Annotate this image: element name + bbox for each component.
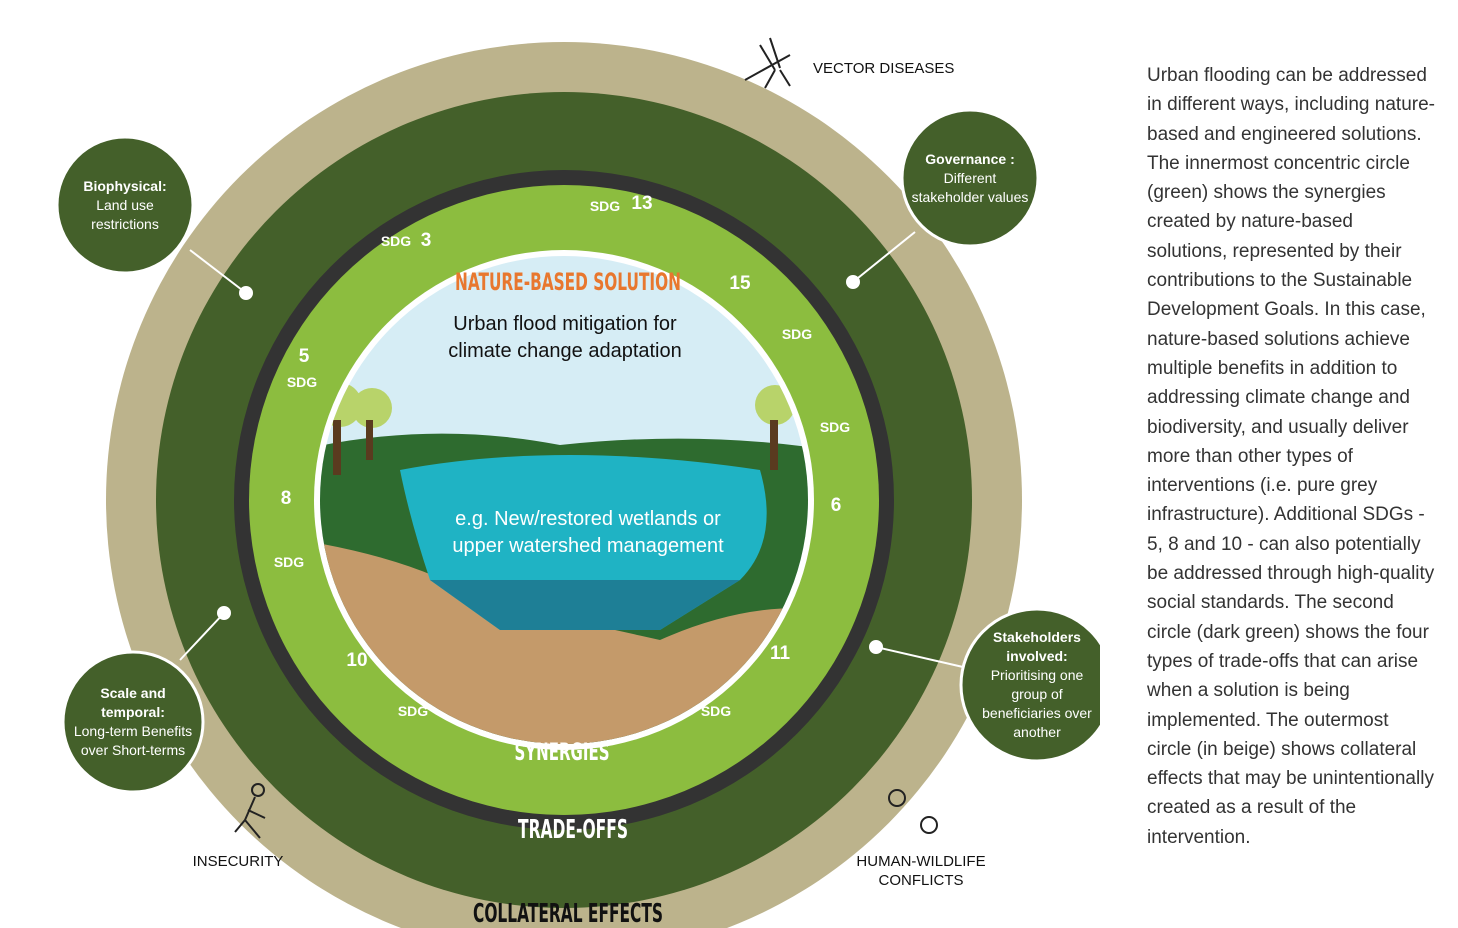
bubble-title: Stakeholders involved:	[993, 629, 1081, 664]
bubble-title: Biophysical:	[83, 177, 167, 194]
bubble-body: Prioritising one group of beneficiaries …	[982, 667, 1092, 740]
description: Urban flooding can be addressed in diffe…	[1147, 65, 1435, 848]
ring-label: COLLATERAL EFFECTS	[473, 899, 663, 928]
bubble-title: Scale and temporal:	[100, 685, 166, 720]
bubble-body: Different stakeholder values	[911, 169, 1029, 205]
sdg-label: SDG	[381, 233, 411, 249]
subtext: e.g. New/restored wetlands or	[455, 508, 721, 530]
tradeoff-bubble: Stakeholders involved: Prioritising one g…	[972, 625, 1102, 745]
headline: Urban flood mitigation for	[453, 313, 677, 335]
ring-label: TRADE-OFFS	[518, 815, 628, 845]
sdg-label: SDG	[274, 554, 304, 570]
collateral-label: VECTOR DISEASES	[813, 60, 954, 77]
sdg-number: 6	[831, 495, 842, 516]
sdg-label: SDG	[782, 326, 812, 342]
sdg-number: 10	[346, 650, 367, 671]
sdg-number: 5	[299, 346, 310, 367]
headline: climate change adaptation	[448, 340, 682, 362]
tradeoff-bubble: Biophysical: Land use restrictions	[65, 145, 185, 265]
sdg-number: 13	[631, 193, 652, 214]
tradeoff-bubbles	[55, 108, 1100, 794]
connectors	[179, 231, 964, 668]
ring-label: SYNERGIES	[515, 738, 610, 766]
bubble-body: Long-term Benefits over Short-terms	[73, 723, 193, 758]
sdg-number: 8	[281, 488, 292, 509]
sdg-number: 3	[421, 230, 432, 251]
subtext: upper watershed management	[452, 535, 724, 557]
bubble-title: Governance :	[925, 150, 1015, 167]
collateral-label: INSECURITY	[193, 853, 284, 870]
sdg-label: SDG	[590, 198, 620, 214]
sdg-label: SDG	[398, 703, 428, 719]
tradeoff-bubble: Scale and temporal: Long-term Benefits ov…	[73, 662, 193, 782]
sdg-label: SDG	[287, 374, 317, 390]
sdg-label: SDG	[701, 703, 731, 719]
sdg-number: 11	[770, 643, 791, 664]
collateral-label: HUMAN-WILDLIFE	[856, 853, 985, 870]
bubble-body: Land use restrictions	[91, 196, 159, 232]
scene	[320, 256, 808, 744]
icons	[234, 37, 938, 839]
tradeoff-bubble: Governance : Different stakeholder values	[910, 118, 1030, 238]
sdg-number: 15	[729, 273, 751, 294]
center-title: NATURE-BASED SOLUTION	[455, 268, 681, 296]
diagram: NATURE-BASED SOLUTION Urban flood mitigat…	[55, 37, 1100, 928]
collateral-label: CONFLICTS	[878, 872, 963, 889]
sdg-label: SDG	[820, 419, 850, 435]
